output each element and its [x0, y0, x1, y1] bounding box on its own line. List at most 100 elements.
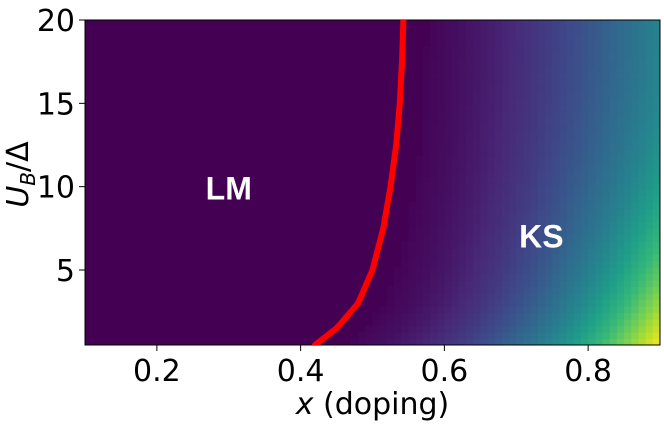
heatmap-cell [473, 150, 481, 158]
heatmap-cell [494, 124, 503, 132]
heatmap-cell [487, 26, 496, 34]
heatmap-cell [509, 163, 517, 171]
heatmap-cell [652, 26, 660, 34]
heatmap-cell [537, 169, 546, 177]
heatmap-cell [473, 267, 481, 275]
heatmap-cell [523, 78, 532, 86]
heatmap-cell [473, 52, 481, 60]
heatmap-cell [631, 221, 640, 229]
heatmap-cell [609, 241, 618, 249]
heatmap-cell [494, 260, 503, 268]
heatmap-cell [602, 293, 611, 301]
heatmap-cell [545, 85, 553, 93]
heatmap-cell [444, 286, 453, 294]
heatmap-cell [422, 228, 431, 236]
heatmap-cell [401, 286, 410, 294]
heatmap-cell [458, 234, 467, 242]
heatmap-cell [487, 78, 496, 86]
heatmap-cell [480, 169, 489, 177]
heatmap-cell [516, 150, 525, 158]
heatmap-cell [573, 202, 582, 210]
heatmap-cell [573, 280, 582, 288]
heatmap-cell [501, 85, 510, 93]
heatmap-cell [451, 299, 460, 307]
heatmap-cell [631, 65, 640, 73]
heatmap-cell [580, 286, 589, 294]
heatmap-cell [523, 46, 532, 54]
heatmap-cell [566, 59, 575, 67]
heatmap-cell [516, 169, 525, 177]
heatmap-cell [588, 52, 596, 60]
heatmap-cell [451, 163, 460, 171]
phase-boundary-curve [312, 20, 407, 345]
heatmap-cell [537, 124, 546, 132]
heatmap-cell [530, 208, 539, 216]
heatmap-cell [394, 286, 402, 294]
heatmap-cell [595, 46, 604, 54]
heatmap-cell [624, 215, 632, 223]
heatmap-cell [638, 234, 647, 242]
heatmap-cell [509, 39, 517, 47]
heatmap-cell [523, 286, 532, 294]
heatmap-cell [566, 20, 575, 28]
heatmap-cell [458, 202, 467, 210]
heatmap-cell [559, 169, 568, 177]
heatmap-cell [473, 195, 481, 203]
heatmap-cell [494, 332, 503, 340]
heatmap-cell [458, 52, 467, 60]
heatmap-cell [645, 124, 654, 132]
heatmap-cell [566, 111, 575, 119]
heatmap-cell [624, 130, 632, 138]
heatmap-cell [595, 221, 604, 229]
heatmap-cell [523, 137, 532, 145]
heatmap-cell [545, 72, 553, 80]
heatmap-cell [595, 260, 604, 268]
heatmap-cell [616, 215, 625, 223]
heatmap-cell [559, 332, 568, 340]
heatmap-cell [631, 306, 640, 314]
heatmap-cell [494, 163, 503, 171]
heatmap-cell [559, 91, 568, 99]
heatmap-cell [645, 195, 654, 203]
heatmap-cell [631, 254, 640, 262]
heatmap-cell [494, 306, 503, 314]
heatmap-cell [422, 338, 431, 345]
heatmap-cell [595, 254, 604, 262]
heatmap-cell [566, 169, 575, 177]
heatmap-cell [595, 241, 604, 249]
heatmap-cell [523, 143, 532, 151]
heatmap-cell [588, 104, 596, 112]
heatmap-cell [631, 20, 640, 28]
heatmap-cell [645, 156, 654, 164]
heatmap-cell [552, 319, 560, 327]
heatmap-cell [430, 189, 438, 197]
heatmap-cell [573, 130, 582, 138]
heatmap-cell [537, 98, 546, 106]
heatmap-cell [437, 111, 445, 119]
heatmap-cell [609, 273, 618, 281]
heatmap-cell [509, 156, 517, 164]
heatmap-cell [516, 182, 525, 190]
heatmap-cell [444, 26, 453, 34]
heatmap-cell [358, 338, 366, 345]
heatmap-cell [552, 104, 560, 112]
heatmap-cell [573, 260, 582, 268]
heatmap-cell [458, 65, 467, 73]
heatmap-cell [645, 169, 654, 177]
heatmap-cell [545, 78, 553, 86]
heatmap-cell [602, 332, 611, 340]
heatmap-cell [545, 26, 553, 34]
heatmap-cell [638, 215, 647, 223]
heatmap-cell [430, 33, 438, 41]
heatmap-cell [408, 215, 417, 223]
heatmap-cell [480, 78, 489, 86]
heatmap-cell [624, 65, 632, 73]
heatmap-cell [573, 39, 582, 47]
heatmap-cell [545, 234, 553, 242]
heatmap-cell [631, 195, 640, 203]
heatmap-cell [415, 169, 424, 177]
heatmap-cell [616, 20, 625, 28]
heatmap-cell [573, 85, 582, 93]
heatmap-cell [458, 247, 467, 255]
heatmap-cell [430, 65, 438, 73]
